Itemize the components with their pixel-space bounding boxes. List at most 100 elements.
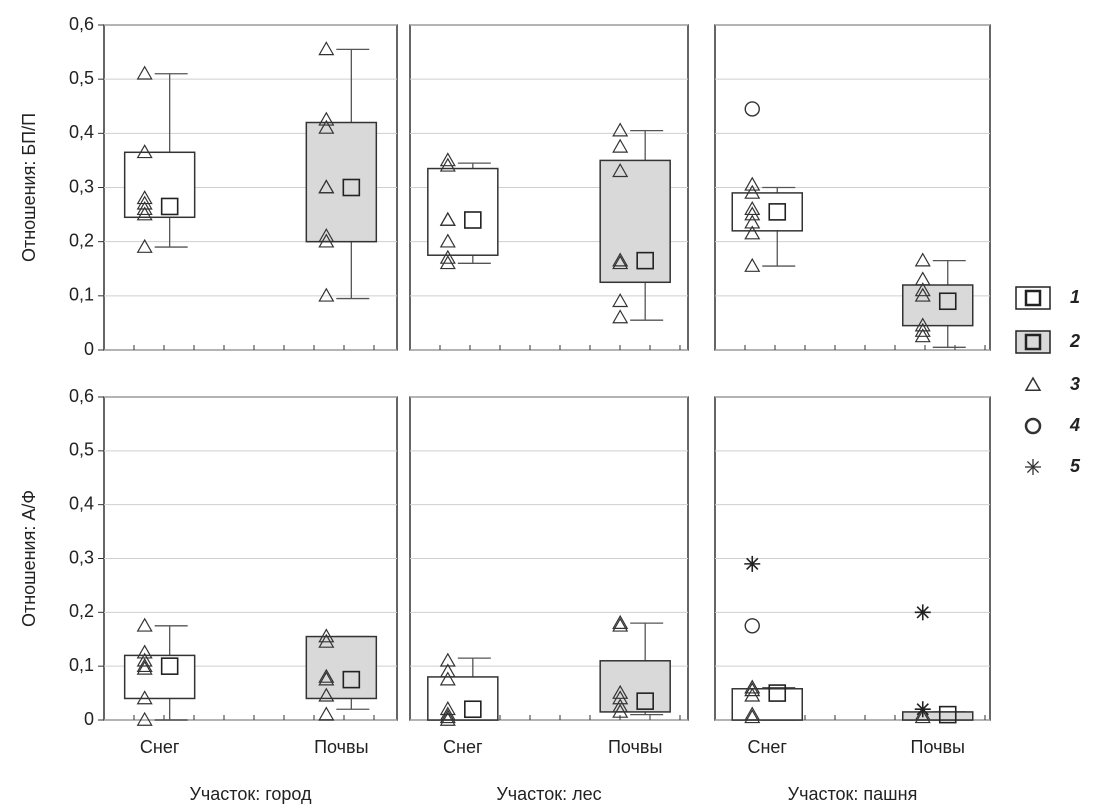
data-point <box>439 711 456 726</box>
y-tick-label: 0,4 <box>69 122 94 142</box>
data-point <box>914 709 931 724</box>
panel: Снег Почвы Участок: пашня <box>714 396 991 804</box>
data-point <box>914 271 931 286</box>
data-point <box>318 671 335 686</box>
data-point <box>439 706 456 721</box>
data-point <box>914 252 931 267</box>
data-point <box>744 214 761 229</box>
data-point <box>439 652 456 667</box>
box <box>599 660 671 713</box>
data-point <box>318 706 335 721</box>
box <box>305 121 378 243</box>
data-point <box>612 703 629 718</box>
x-tick-label: Снег <box>747 737 787 757</box>
data-point <box>744 200 761 216</box>
data-point <box>136 195 153 210</box>
box <box>427 676 499 721</box>
data-point <box>318 287 335 302</box>
data-point <box>136 690 153 705</box>
y-axis-label: Отношения: А/Ф <box>19 490 39 627</box>
data-point <box>136 711 153 726</box>
data-point <box>439 157 456 172</box>
x-tick-label: Снег <box>140 737 180 757</box>
legend-triangle <box>1024 376 1042 391</box>
data-point <box>439 249 456 264</box>
data-point <box>136 238 153 253</box>
data-point <box>744 682 761 697</box>
legend-box <box>1015 330 1051 354</box>
y-tick-label: 0,2 <box>69 601 94 621</box>
x-tick-label: Почвы <box>314 737 368 757</box>
median <box>464 700 482 719</box>
y-tick-label: 0,1 <box>69 655 94 675</box>
extreme-stroke <box>916 606 929 619</box>
data-point <box>136 65 153 80</box>
data-point <box>136 660 153 675</box>
y-tick-label: 0,5 <box>69 68 94 88</box>
box <box>123 151 196 219</box>
median <box>160 197 179 216</box>
panel: 0 0,1 0,2 0,3 0,4 0,5 0,6 Отношения: БП/П <box>19 14 398 359</box>
box <box>427 167 499 256</box>
box <box>305 635 378 700</box>
extreme-stroke <box>916 703 929 716</box>
data-point <box>612 698 629 713</box>
data-point <box>612 617 629 632</box>
median <box>636 251 654 270</box>
data-point <box>318 41 335 56</box>
legend-label: 2 <box>1069 331 1080 351</box>
outlier <box>744 618 760 634</box>
data-point <box>136 652 153 667</box>
legend-label: 3 <box>1070 374 1080 394</box>
data-point <box>744 687 761 702</box>
data-point <box>914 282 931 297</box>
data-point <box>318 228 335 243</box>
data-point <box>612 252 629 267</box>
extreme-point <box>914 604 931 621</box>
panel: 0 0,1 0,2 0,3 0,4 0,5 0,6 Снег Почвы Участок: гор… <box>19 386 398 804</box>
y-tick-label: 0,6 <box>69 386 94 406</box>
data-point <box>612 122 629 137</box>
median <box>768 203 787 221</box>
data-point <box>914 328 931 343</box>
legend-median <box>1024 289 1042 307</box>
data-point <box>439 701 456 716</box>
data-point <box>136 200 153 216</box>
outlier <box>744 101 760 117</box>
data-point <box>318 628 335 643</box>
data-point <box>318 687 335 702</box>
median <box>938 705 957 724</box>
x-axis-label: Участок: лес <box>496 784 601 804</box>
y-tick-label: 0,6 <box>69 14 94 34</box>
data-point <box>744 706 761 721</box>
panel: Снег Почвы Участок: лес <box>409 396 689 804</box>
data-point <box>612 614 629 629</box>
x-axis-label: Участок: город <box>189 784 312 804</box>
box <box>731 192 803 232</box>
median <box>342 178 361 197</box>
data-point <box>318 119 335 134</box>
data-point <box>914 287 931 302</box>
legend-circle <box>1024 417 1042 435</box>
y-axis-label: Отношения: БП/П <box>19 113 39 262</box>
data-point <box>439 255 456 270</box>
median <box>160 657 179 675</box>
data-point <box>744 225 761 240</box>
y-tick-label: 0,3 <box>69 176 94 196</box>
data-point <box>439 709 456 724</box>
y-tick-label: 0,5 <box>69 440 94 460</box>
legend-label: 4 <box>1069 415 1080 435</box>
box <box>902 711 974 721</box>
data-point <box>744 709 761 724</box>
x-tick-label: Снег <box>443 737 483 757</box>
median <box>342 670 361 689</box>
data-point <box>318 633 335 648</box>
data-point <box>439 671 456 686</box>
data-point <box>136 206 153 221</box>
legend: 1 2 3 4 5 <box>1015 286 1081 476</box>
extreme-stroke <box>746 557 759 571</box>
box <box>902 284 974 327</box>
data-point <box>136 617 153 632</box>
y-tick-label: 0,2 <box>69 230 94 250</box>
legend-box <box>1015 286 1051 310</box>
